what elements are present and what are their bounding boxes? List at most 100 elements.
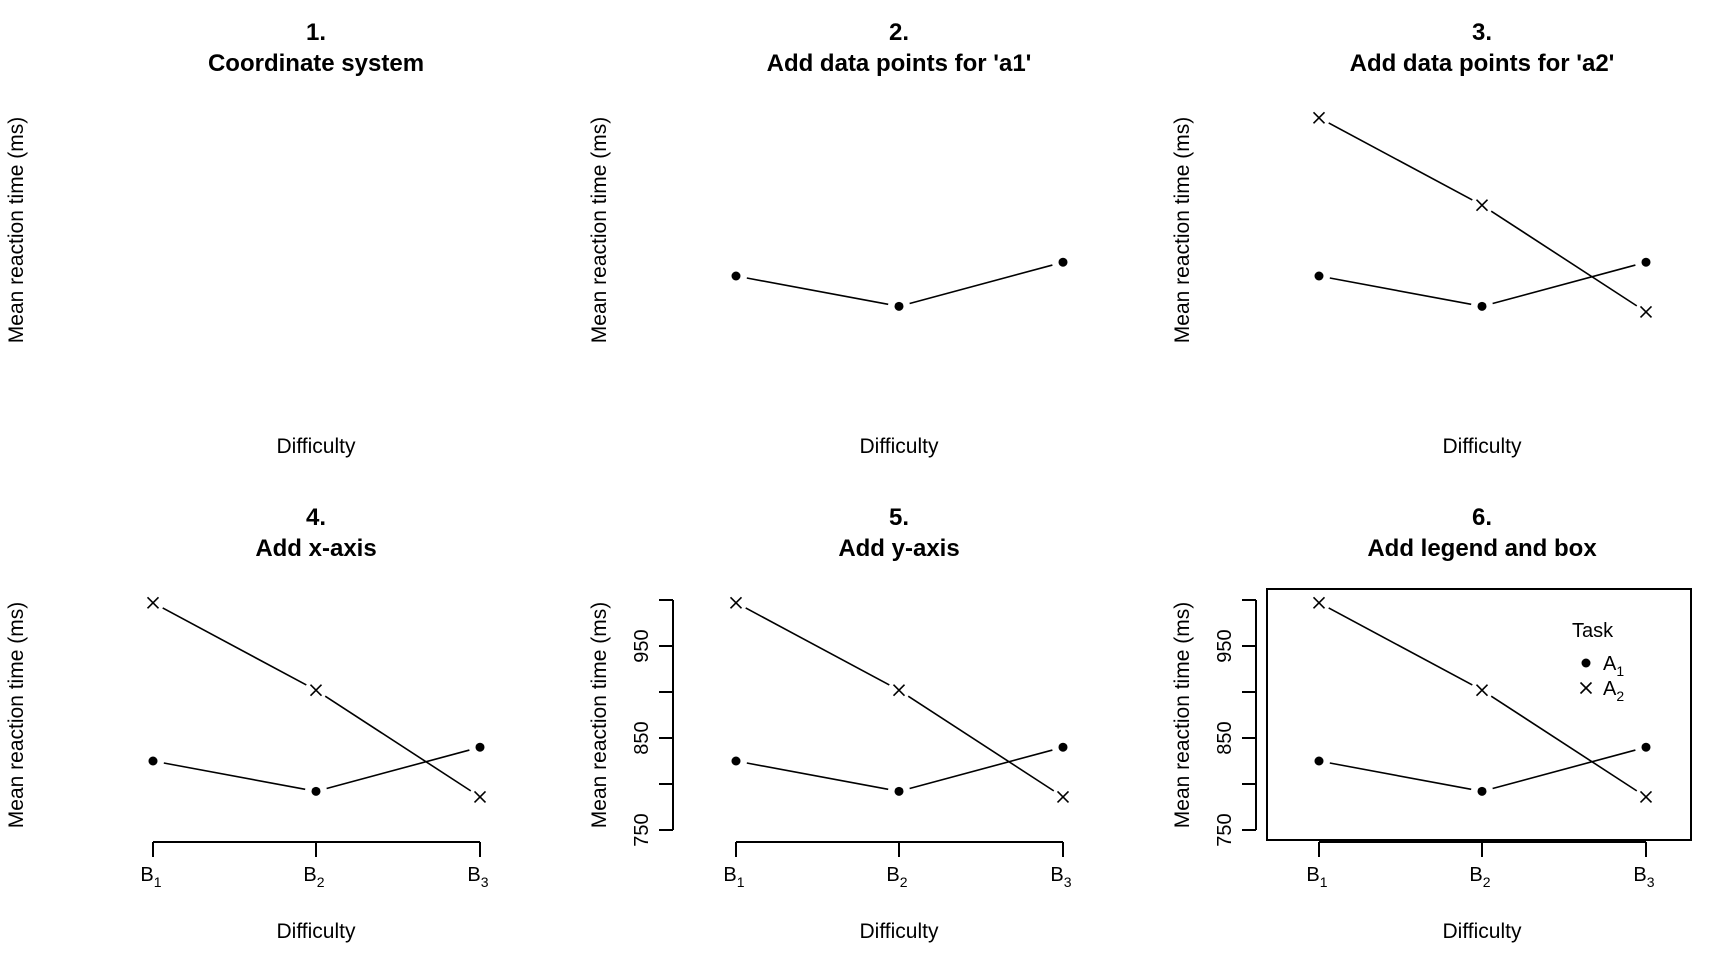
x-axis-label: Difficulty [860,920,939,943]
y-axis-label: Mean reaction time (ms) [1171,117,1194,343]
y-tick-label: 750 [1214,813,1236,846]
y-axis-label: Mean reaction time (ms) [5,117,28,343]
point-a1 [1058,742,1068,752]
series-a2-segment [745,607,890,686]
y-axis-label: Mean reaction time (ms) [588,117,611,343]
panel-number: 5. [889,504,909,531]
series-a2 [1312,596,1653,803]
series-a2-segment [907,695,1055,792]
series-a2 [146,596,487,803]
y-axis-label: Mean reaction time (ms) [588,602,611,828]
x-axis-label: Difficulty [277,435,356,458]
panel-title: Add data points for 'a2' [1350,50,1615,77]
panel-number: 6. [1472,504,1492,531]
point-a1 [731,756,741,766]
point-a2 [146,596,160,609]
point-a2 [309,684,323,697]
x-tick-label: B3 [1050,864,1071,890]
series-a1-segment [1329,762,1472,791]
y-axis-label: Mean reaction time (ms) [5,602,28,828]
panel-number: 4. [306,504,326,531]
x-axis: B1 B2 B3 [140,841,489,890]
panel-title: Add y-axis [838,535,959,562]
y-axis: 750 850 950 [631,599,674,847]
point-a2 [473,790,487,803]
series-a1-segment [326,749,470,790]
series-a1 [1314,257,1651,311]
series-a1-segment [1492,264,1636,305]
point-a2 [1475,199,1489,212]
point-a1 [1477,786,1487,796]
point-a2 [1056,790,1070,803]
point-a1 [1477,301,1487,311]
x-tick-label: B1 [723,864,744,890]
legend-label-a1: A1 [1603,653,1624,679]
series-a1-segment [163,762,306,791]
y-tick-label: 850 [631,721,653,754]
panel-number: 3. [1472,19,1492,46]
point-a2 [729,596,743,609]
series-a2-segment [1328,122,1473,201]
series-a2-segment [162,607,307,686]
panel-5: 5. Add y-axis Difficulty Mean reaction time… [588,504,1072,943]
series-a2-segment [324,695,472,792]
series-a1-segment [746,762,889,791]
panel-title: Coordinate system [208,50,424,77]
legend-marker-a2 [1579,681,1593,695]
x-axis-label: Difficulty [1443,435,1522,458]
x-tick-label: B1 [140,864,161,890]
legend-title: Task [1572,620,1614,642]
series-a1-segment [909,264,1053,305]
point-a1 [894,786,904,796]
x-tick-label: B2 [886,864,907,890]
point-a1 [1314,756,1324,766]
point-a1 [311,786,321,796]
point-a1 [475,742,485,752]
x-tick-label: B3 [1633,864,1654,890]
series-a1 [731,742,1068,796]
plot-box [1266,588,1692,841]
x-axis-label: Difficulty [860,435,939,458]
point-a1 [1314,271,1324,281]
point-a1 [894,301,904,311]
point-a1 [731,271,741,281]
x-axis-label: Difficulty [1443,920,1522,943]
legend-label-a2: A2 [1603,678,1624,704]
panel-3: 3. Add data points for 'a2' Difficulty Mean… [1171,19,1653,458]
panel-title: Add x-axis [255,535,376,562]
panel-1: 1. Coordinate system Difficulty Mean reacti… [5,19,424,458]
x-tick-label: B2 [1469,864,1490,890]
series-a2-segment [1328,607,1473,686]
series-a1 [1314,742,1651,796]
series-a2-segment [1490,210,1638,307]
point-a2 [1312,596,1326,609]
series-a1 [731,257,1068,311]
x-tick-label: B1 [1306,864,1327,890]
x-tick-label: B2 [303,864,324,890]
series-a2 [729,596,1070,803]
panel-2: 2. Add data points for 'a1' Difficulty Mean… [588,19,1068,458]
y-tick-label: 950 [631,629,653,662]
series-a1-segment [1329,277,1472,306]
series-a2-segment [1490,695,1638,792]
x-axis-label: Difficulty [277,920,356,943]
series-a1 [148,742,485,796]
x-axis: B1 B2 B3 [1306,841,1655,890]
panel-number: 2. [889,19,909,46]
point-a2 [1639,305,1653,318]
x-tick-label: B3 [467,864,488,890]
y-axis: 750 850 950 [1214,599,1257,847]
panel-6: 6. Add legend and box Difficulty Mean react… [1171,504,1692,943]
point-a2 [892,684,906,697]
panel-title: Add legend and box [1367,535,1597,562]
y-tick-label: 850 [1214,721,1236,754]
panel-title: Add data points for 'a1' [767,50,1032,77]
point-a1 [1641,257,1651,267]
panel-number: 1. [306,19,326,46]
y-tick-label: 750 [631,813,653,846]
x-axis: B1 B2 B3 [723,841,1072,890]
y-tick-label: 950 [1214,629,1236,662]
series-a1-segment [909,749,1053,790]
